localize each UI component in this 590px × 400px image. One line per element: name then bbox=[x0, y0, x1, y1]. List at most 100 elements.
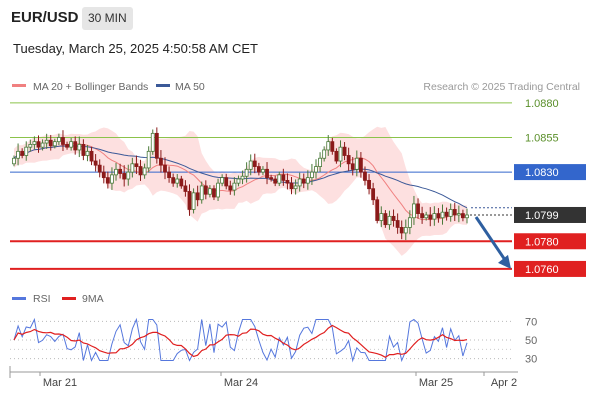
candle-body bbox=[220, 177, 225, 184]
candle-body bbox=[150, 132, 155, 152]
candle-body bbox=[432, 213, 437, 220]
candle-body bbox=[163, 164, 167, 173]
candle-101 bbox=[424, 211, 429, 221]
candle-61 bbox=[261, 166, 265, 175]
candle-26 bbox=[118, 163, 123, 179]
candle-body bbox=[326, 141, 331, 151]
ma50-legend-swatch bbox=[156, 84, 170, 87]
candle-92 bbox=[387, 210, 392, 230]
candle-38 bbox=[167, 166, 171, 183]
candle-40 bbox=[175, 174, 180, 188]
candle-body bbox=[130, 163, 135, 173]
candle-body bbox=[118, 168, 123, 174]
candle-41 bbox=[179, 175, 184, 189]
chart-header: EUR/USD 30 MIN bbox=[0, 0, 590, 36]
candle-20 bbox=[93, 154, 98, 172]
candle-body bbox=[12, 157, 16, 165]
candle-108 bbox=[452, 202, 457, 222]
candle-63 bbox=[269, 174, 274, 182]
candle-body bbox=[391, 215, 396, 221]
candle-body bbox=[187, 191, 192, 210]
candle-97 bbox=[407, 210, 412, 235]
candle-19 bbox=[89, 146, 94, 166]
candle-body bbox=[399, 227, 404, 234]
candle-30 bbox=[134, 155, 139, 174]
candle-body bbox=[334, 150, 339, 162]
candle-body bbox=[171, 177, 176, 184]
candle-48 bbox=[207, 185, 212, 198]
candle-71 bbox=[301, 173, 306, 189]
candle-body bbox=[244, 168, 249, 177]
candle-13 bbox=[65, 141, 69, 150]
candle-51 bbox=[220, 174, 225, 187]
candle-body bbox=[114, 168, 118, 176]
candle-body bbox=[24, 146, 29, 156]
candle-body bbox=[97, 164, 102, 173]
rsi-tick-50: 50 bbox=[525, 335, 537, 347]
candle-body bbox=[444, 211, 449, 217]
candle-5 bbox=[32, 136, 37, 150]
candle-body bbox=[236, 178, 241, 184]
candle-23 bbox=[105, 171, 110, 189]
candle-109 bbox=[456, 205, 461, 223]
candle-56 bbox=[240, 170, 245, 185]
candle-body bbox=[240, 175, 245, 180]
rsi-tick-70: 70 bbox=[525, 316, 537, 328]
candle-body bbox=[134, 163, 139, 167]
candle-96 bbox=[403, 219, 408, 241]
candle-body bbox=[191, 192, 196, 210]
candle-54 bbox=[232, 177, 237, 196]
candle-106 bbox=[444, 207, 449, 221]
level-label-1.0830: 1.0830 bbox=[525, 167, 559, 179]
candle-body bbox=[20, 150, 25, 156]
candle-79 bbox=[334, 148, 339, 164]
candle-0 bbox=[12, 155, 16, 167]
candle-body bbox=[428, 214, 433, 220]
symbol-title: EUR/USD bbox=[11, 9, 79, 26]
candle-102 bbox=[428, 207, 433, 227]
candle-90 bbox=[379, 206, 384, 228]
candle-body bbox=[216, 182, 220, 198]
x-tick-label-2: Mar 25 bbox=[419, 377, 453, 389]
candle-81 bbox=[342, 142, 347, 161]
rsi-legend-swatch bbox=[12, 297, 26, 300]
candle-53 bbox=[228, 180, 233, 195]
candle-body bbox=[81, 144, 86, 156]
candle-body bbox=[297, 178, 302, 187]
candle-103 bbox=[432, 206, 437, 226]
candle-84 bbox=[354, 150, 359, 177]
level-label-1.0780: 1.0780 bbox=[525, 236, 559, 248]
price-labels: 1.0880 1.0855 1.0830 1.0780 1.0760 1.0799 bbox=[514, 98, 586, 277]
candle-99 bbox=[416, 198, 420, 219]
candle-7 bbox=[40, 139, 45, 151]
candle-29 bbox=[130, 157, 135, 178]
candle-45 bbox=[195, 185, 200, 207]
candle-body bbox=[371, 188, 376, 201]
candle-body bbox=[175, 178, 180, 184]
candle-95 bbox=[399, 220, 404, 240]
candle-body bbox=[452, 209, 457, 216]
level-label-1.0760: 1.0760 bbox=[525, 264, 559, 276]
candle-4 bbox=[28, 139, 33, 152]
candle-88 bbox=[371, 182, 376, 206]
candle-body bbox=[77, 144, 82, 151]
candle-78 bbox=[330, 137, 335, 155]
candle-33 bbox=[146, 146, 151, 173]
ma50-line bbox=[13, 145, 468, 209]
candle-104 bbox=[436, 208, 441, 223]
candle-body bbox=[330, 141, 335, 152]
timeframe-badge[interactable]: 30 MIN bbox=[82, 7, 133, 30]
candle-body bbox=[281, 174, 286, 181]
candle-14 bbox=[69, 137, 74, 151]
candle-50 bbox=[216, 178, 220, 201]
candle-body bbox=[289, 182, 294, 190]
candle-body bbox=[301, 178, 306, 184]
candle-body bbox=[89, 150, 94, 162]
projection-arrow-shaft bbox=[474, 216, 507, 261]
candle-body bbox=[338, 146, 343, 162]
candle-body bbox=[440, 211, 445, 219]
candle-body bbox=[456, 213, 461, 216]
candle-body bbox=[375, 199, 380, 221]
rsi9-legend-swatch bbox=[62, 297, 76, 300]
